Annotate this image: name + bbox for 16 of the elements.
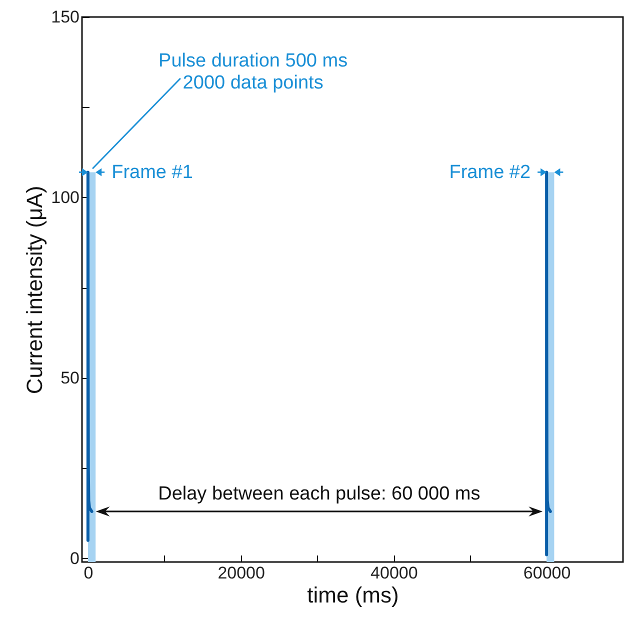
band-label: Frame #1 (112, 162, 193, 184)
x-tick-label: 0 (84, 564, 94, 582)
annotation: Delay between each pulse: 60 000 ms (158, 483, 480, 504)
y-tick-label: 0 (70, 548, 80, 568)
y-tick-label: 150 (51, 8, 80, 26)
y-tick-label: 50 (60, 368, 80, 388)
x-tick-label: 40000 (370, 564, 418, 582)
y-tick-label: 100 (51, 188, 80, 207)
line-series (545, 170, 552, 556)
y-axis-title: Current intensity (μA) (22, 186, 48, 394)
x-tick-label: 60000 (523, 564, 571, 582)
x-axis-title: time (ms) (307, 582, 399, 608)
band-label: Frame #2 (449, 162, 531, 184)
x-tick-label: 20000 (218, 564, 265, 582)
annotation: Pulse duration 500 ms 2000 data points (158, 50, 348, 94)
line-series (86, 170, 94, 542)
